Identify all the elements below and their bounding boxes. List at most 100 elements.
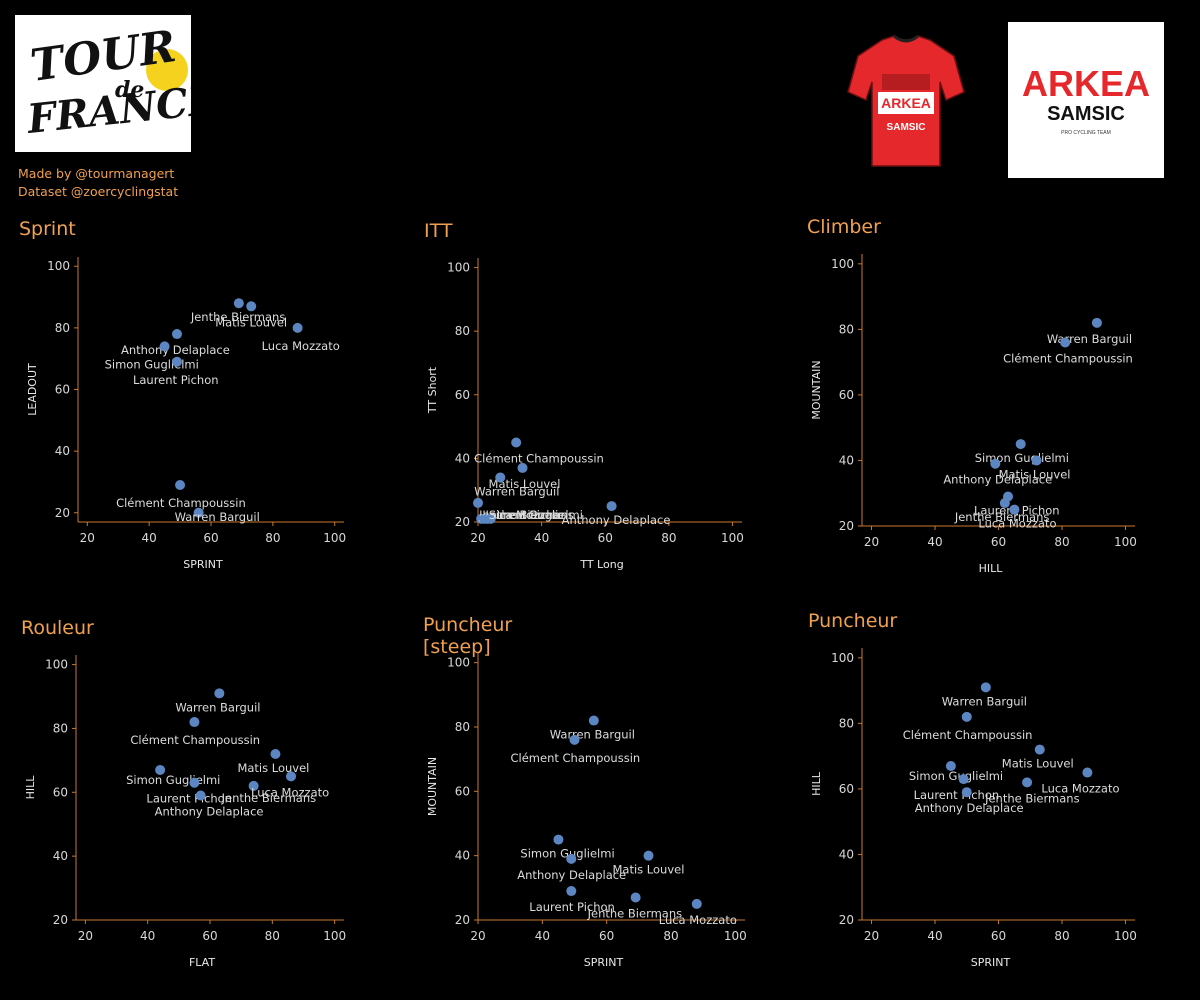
x-tick-label: 100: [724, 929, 747, 943]
x-tick-label: 40: [534, 531, 549, 545]
x-tick-label: 80: [265, 531, 280, 545]
x-tick-label: 20: [78, 929, 93, 943]
data-point: [511, 437, 522, 448]
y-axis-label: HILL: [810, 771, 823, 796]
data-point: [999, 498, 1010, 509]
data-point-label: Clément Champoussin: [474, 451, 604, 465]
data-point: [473, 497, 483, 508]
x-tick-label: 40: [927, 535, 942, 549]
y-tick-label: 40: [53, 849, 68, 863]
data-point: [1082, 767, 1093, 778]
data-point: [175, 480, 186, 491]
data-point: [189, 717, 200, 728]
y-tick-label: 80: [455, 720, 470, 734]
y-tick-label: 100: [47, 259, 70, 273]
x-tick-label: 40: [141, 531, 156, 545]
data-point-label: Luca Mozzato: [978, 517, 1056, 531]
x-axis-label: SPRINT: [584, 956, 624, 969]
y-tick-label: 60: [53, 785, 68, 799]
y-tick-label: 80: [455, 324, 470, 338]
data-point-label: Luca Mozzato: [659, 913, 737, 927]
y-tick-label: 60: [455, 388, 470, 402]
x-axis-label: TT Long: [579, 558, 623, 571]
x-tick-label: 20: [864, 929, 879, 943]
y-tick-label: 100: [831, 651, 854, 665]
x-axis-label: FLAT: [189, 956, 215, 969]
data-point-label: Clément Champoussin: [1003, 351, 1133, 365]
data-point-label: Laurent Pichon: [529, 900, 615, 914]
y-tick-label: 60: [839, 782, 854, 796]
data-point-label: Matis Louvel: [999, 467, 1071, 481]
data-point: [495, 472, 506, 483]
credits: Made by @tourmanagert Dataset @zoercycli…: [18, 165, 178, 201]
data-point-label: Jenthe Biermans: [587, 906, 683, 920]
data-point-label: Anthony Delaplace: [155, 804, 264, 818]
data-point: [1091, 317, 1102, 328]
data-point-label: Luca Mozzato: [486, 508, 564, 522]
logo-text-arkea: ARKEA: [1022, 63, 1150, 104]
data-point: [248, 780, 259, 791]
data-point-label: Laurent Pichon: [914, 788, 1000, 802]
x-tick-label: 80: [1054, 929, 1069, 943]
data-point: [171, 356, 182, 367]
data-point-label: Matis Louvel: [489, 477, 561, 491]
y-tick-label: 60: [455, 784, 470, 798]
jersey-text-samsic: SAMSIC: [887, 122, 926, 133]
x-tick-label: 100: [721, 531, 744, 545]
x-tick-label: 80: [661, 531, 676, 545]
data-point: [292, 322, 303, 333]
data-point: [233, 298, 244, 309]
x-tick-label: 40: [140, 929, 155, 943]
x-tick-label: 60: [598, 531, 613, 545]
data-point-label: Clément Champoussin: [116, 496, 246, 510]
data-point: [1009, 504, 1020, 515]
x-tick-label: 60: [991, 929, 1006, 943]
data-point-label: Warren Barguil: [942, 694, 1027, 708]
data-point-label: Laurent Pichon: [133, 373, 219, 387]
chart-title: Sprint: [19, 218, 76, 240]
data-point-label: Warren Barguil: [474, 484, 559, 498]
data-point: [630, 892, 641, 903]
chart-title: Rouleur: [21, 617, 94, 639]
data-point-label: Warren Barguil: [175, 700, 260, 714]
x-tick-label: 20: [864, 535, 879, 549]
data-point: [1022, 777, 1033, 788]
data-point: [517, 462, 528, 473]
data-point-label: Matis Louvel: [215, 315, 287, 329]
data-point-label: Clément Champoussin: [903, 728, 1033, 742]
x-axis-label: SPRINT: [971, 956, 1011, 969]
data-point-label: Jenthe Biermans: [221, 791, 317, 805]
y-tick-label: 100: [447, 656, 470, 670]
data-point: [159, 341, 170, 352]
y-tick-label: 80: [839, 716, 854, 730]
data-point: [569, 734, 580, 745]
data-point-label: Laurent Pichon: [482, 508, 568, 522]
y-tick-label: 100: [447, 261, 470, 275]
data-point-label: Luca Mozzato: [262, 339, 340, 353]
jersey-text-arkea: ARKEA: [881, 95, 931, 111]
data-point-label: Anthony Delaplace: [121, 343, 230, 357]
data-point: [195, 790, 206, 801]
chart-title: ITT: [424, 220, 453, 242]
data-point-label: Jenthe Biermans: [954, 510, 1050, 524]
y-tick-label: 20: [53, 913, 68, 927]
y-axis-label: MOUNTAIN: [426, 757, 439, 816]
data-point-label: Jenthe Biermans: [190, 310, 286, 324]
x-tick-label: 100: [323, 531, 346, 545]
data-point-label: Anthony Delaplace: [517, 868, 626, 882]
data-point: [189, 777, 200, 788]
data-point-label: Anthony Delaplace: [915, 801, 1024, 815]
data-point: [155, 764, 166, 775]
x-tick-label: 20: [470, 531, 485, 545]
data-point-label: Matis Louvel: [612, 863, 684, 877]
y-axis-label: LEADOUT: [26, 363, 39, 416]
data-point-label: Simon Guglielmi: [520, 847, 614, 861]
data-point: [990, 458, 1001, 469]
data-point-label: Matis Louvel: [1002, 757, 1074, 771]
y-axis-label: TT Short: [426, 366, 439, 414]
data-point: [961, 711, 972, 722]
data-point-label: Jenthe Biermans: [478, 508, 574, 522]
data-point-label: Laurent Pichon: [146, 792, 232, 806]
